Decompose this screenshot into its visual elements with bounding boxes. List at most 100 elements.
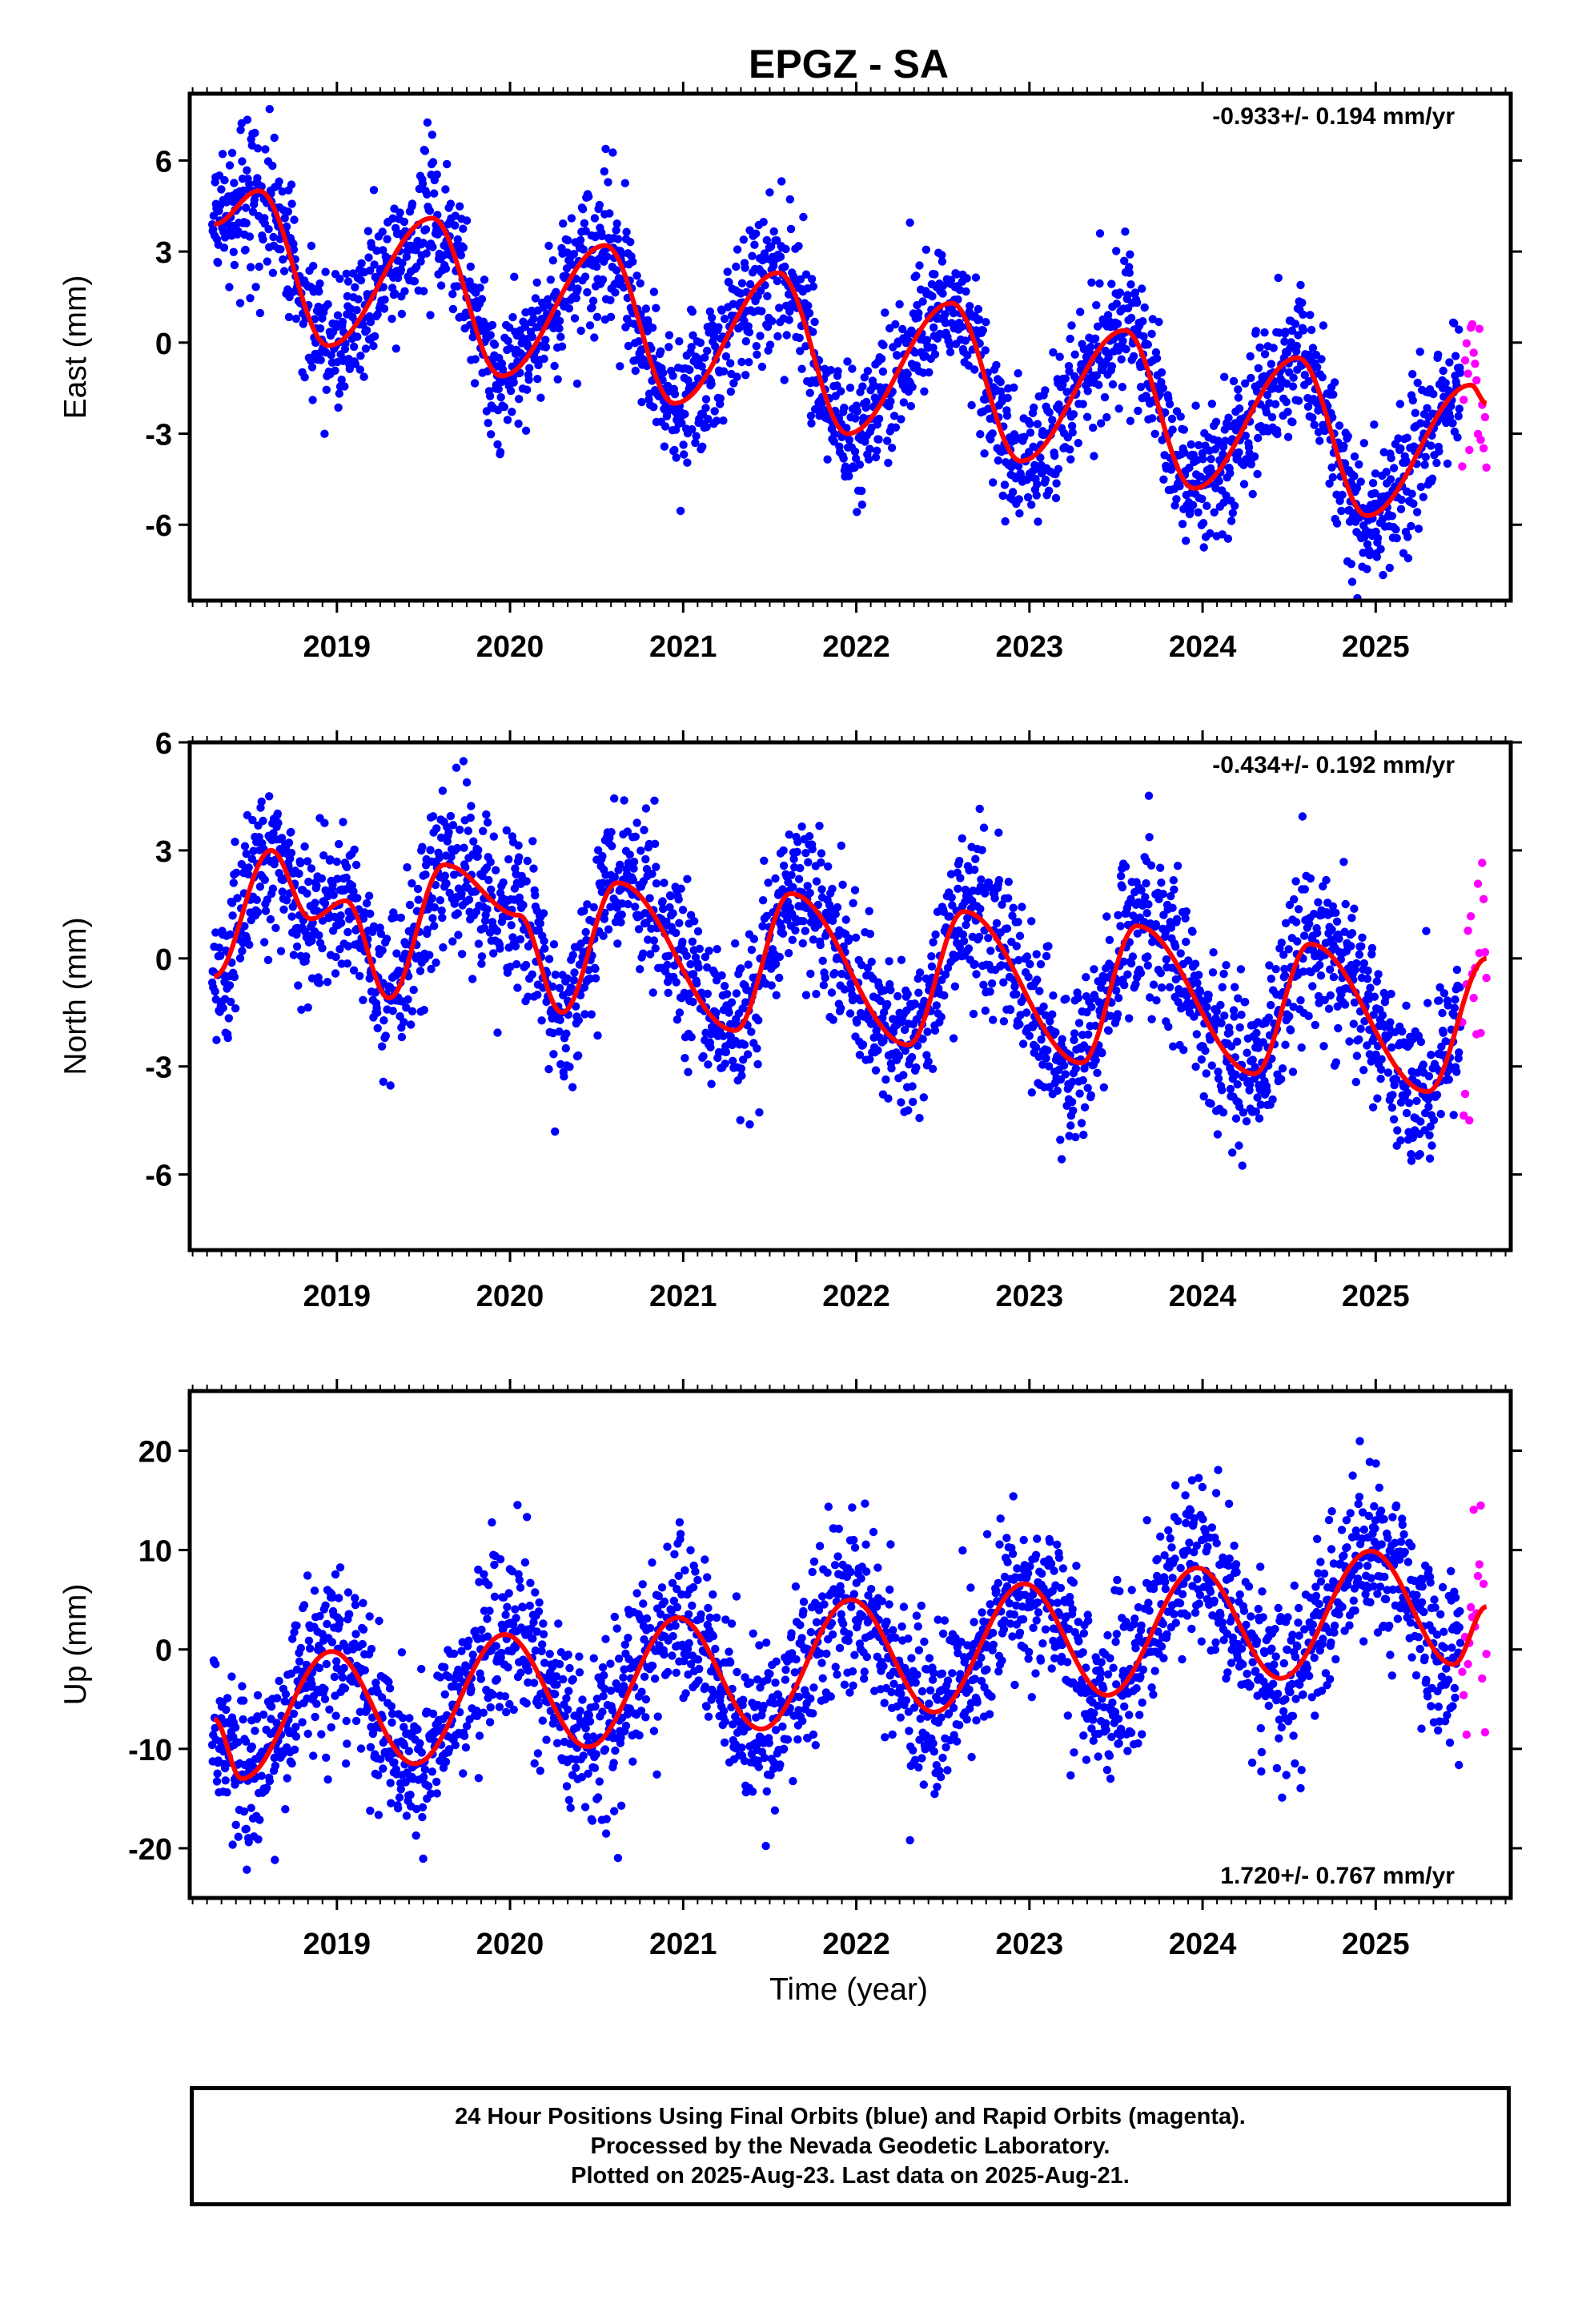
north-final-point bbox=[1298, 812, 1307, 821]
north-final-point bbox=[212, 1035, 221, 1044]
north-final-point bbox=[812, 990, 821, 999]
east-final-point bbox=[394, 273, 403, 283]
east-final-point bbox=[1386, 475, 1395, 484]
east-final-point bbox=[334, 403, 343, 412]
north-final-point bbox=[1192, 1030, 1202, 1039]
north-final-point bbox=[1168, 903, 1177, 912]
north-final-point bbox=[1352, 959, 1361, 968]
north-final-point bbox=[1169, 876, 1178, 885]
north-final-point bbox=[666, 891, 675, 901]
north-final-point bbox=[865, 930, 875, 939]
east-final-point bbox=[930, 323, 938, 332]
north-final-point bbox=[583, 900, 592, 909]
north-final-point bbox=[857, 960, 866, 970]
east-final-point bbox=[1206, 529, 1215, 538]
east-final-point bbox=[1415, 348, 1424, 356]
north-final-point bbox=[1389, 1115, 1399, 1124]
east-final-point bbox=[696, 338, 705, 348]
north-final-point bbox=[304, 877, 313, 887]
north-final-point bbox=[1234, 994, 1243, 1003]
east-final-point bbox=[1308, 413, 1317, 422]
east-final-point bbox=[843, 357, 852, 366]
north-final-point bbox=[425, 951, 434, 959]
east-final-point bbox=[1086, 343, 1095, 352]
east-final-point bbox=[1066, 445, 1074, 454]
east-final-point bbox=[533, 375, 542, 384]
north-final-point bbox=[396, 913, 405, 923]
north-final-point bbox=[1233, 1080, 1242, 1089]
north-final-point bbox=[871, 1066, 881, 1075]
north-final-point bbox=[326, 855, 335, 864]
north-final-point bbox=[297, 1005, 306, 1015]
east-final-point bbox=[1343, 432, 1352, 440]
north-final-point bbox=[689, 997, 697, 1007]
east-final-point bbox=[823, 455, 832, 464]
north-final-point bbox=[404, 995, 412, 1004]
north-final-point bbox=[1078, 1076, 1087, 1085]
north-final-point bbox=[257, 797, 266, 806]
north-final-point bbox=[1363, 1041, 1371, 1050]
east-final-point bbox=[425, 207, 435, 215]
east-final-point bbox=[649, 403, 658, 412]
y-tick-label: -6 bbox=[145, 509, 172, 543]
east-rapid-point bbox=[1472, 376, 1481, 385]
east-final-point bbox=[363, 227, 373, 235]
north-final-point bbox=[829, 1015, 837, 1024]
east-rapid-point bbox=[1460, 396, 1468, 404]
east-final-point bbox=[612, 219, 621, 228]
north-final-point bbox=[897, 955, 906, 964]
east-final-point bbox=[606, 296, 615, 304]
east-final-point bbox=[763, 292, 772, 300]
east-final-point bbox=[488, 320, 497, 330]
east-final-point bbox=[908, 383, 917, 392]
north-final-point bbox=[1376, 1065, 1386, 1074]
east-final-point bbox=[220, 175, 229, 185]
north-final-point bbox=[641, 804, 651, 813]
east-final-point bbox=[592, 312, 602, 321]
north-final-point bbox=[1033, 975, 1042, 984]
east-final-point bbox=[230, 260, 239, 270]
north-final-point bbox=[865, 1055, 874, 1064]
east-final-point bbox=[276, 245, 285, 254]
east-final-point bbox=[1280, 337, 1289, 346]
east-final-point bbox=[980, 449, 989, 458]
north-final-point bbox=[1214, 1074, 1223, 1084]
north-final-point bbox=[616, 860, 624, 870]
east-final-point bbox=[315, 287, 323, 296]
east-final-point bbox=[697, 362, 706, 371]
north-final-point bbox=[1071, 1132, 1080, 1142]
north-final-point bbox=[428, 894, 436, 903]
north-final-point bbox=[287, 848, 296, 858]
east-final-point bbox=[219, 243, 229, 252]
east-final-point bbox=[748, 251, 757, 260]
east-final-point bbox=[1157, 368, 1166, 377]
north-final-point bbox=[801, 849, 810, 858]
east-final-point bbox=[1215, 476, 1223, 485]
east-final-point bbox=[714, 323, 723, 332]
north-final-point bbox=[670, 961, 679, 970]
east-final-point bbox=[353, 332, 362, 341]
north-final-point bbox=[477, 959, 486, 968]
north-final-point bbox=[435, 854, 444, 862]
east-final-point bbox=[711, 342, 720, 351]
north-final-point bbox=[758, 922, 767, 931]
east-final-point bbox=[1118, 336, 1127, 345]
east-final-point bbox=[482, 407, 492, 416]
north-final-point bbox=[1319, 882, 1327, 891]
east-final-point bbox=[805, 308, 814, 318]
north-final-point bbox=[641, 854, 650, 864]
north-final-point bbox=[1141, 893, 1150, 902]
east-final-point bbox=[1255, 343, 1264, 352]
east-final-point bbox=[865, 444, 874, 453]
east-final-point bbox=[929, 344, 938, 352]
north-final-point bbox=[703, 963, 712, 972]
north-final-point bbox=[457, 889, 466, 898]
east-final-point bbox=[1443, 459, 1452, 468]
east-final-point bbox=[327, 351, 335, 360]
east-final-point bbox=[372, 246, 381, 255]
east-final-point bbox=[1260, 328, 1269, 337]
east-final-point bbox=[423, 118, 432, 127]
north-final-point bbox=[1238, 1161, 1247, 1170]
north-final-point bbox=[1018, 1039, 1028, 1048]
north-final-point bbox=[1220, 1011, 1229, 1020]
